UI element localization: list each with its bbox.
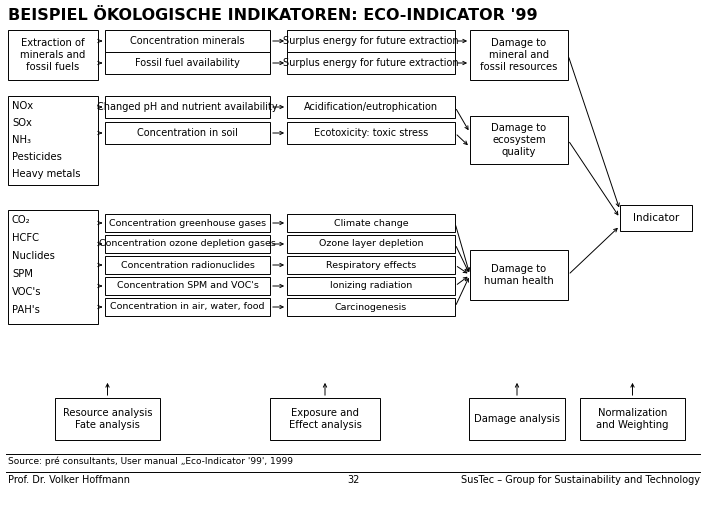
Text: Carcinogenesis: Carcinogenesis (335, 303, 407, 312)
Text: Resource analysis
Fate analysis: Resource analysis Fate analysis (63, 408, 152, 430)
Text: Ionizing radiation: Ionizing radiation (330, 281, 412, 290)
Text: Source: pré consultants, User manual „Eco-Indicator '99', 1999: Source: pré consultants, User manual „Ec… (8, 457, 293, 467)
Text: VOC's: VOC's (12, 287, 42, 297)
Text: SPM: SPM (12, 269, 33, 279)
Text: Concentration SPM and VOC's: Concentration SPM and VOC's (116, 281, 258, 290)
Text: NOx: NOx (12, 101, 33, 111)
Text: Damage to
ecosystem
quality: Damage to ecosystem quality (491, 123, 546, 157)
FancyBboxPatch shape (105, 52, 270, 74)
Text: SOx: SOx (12, 118, 32, 128)
FancyBboxPatch shape (105, 256, 270, 274)
Text: Pesticides: Pesticides (12, 152, 62, 162)
Text: Acidification/eutrophication: Acidification/eutrophication (304, 102, 438, 112)
FancyBboxPatch shape (470, 30, 568, 80)
Text: Ozone layer depletion: Ozone layer depletion (318, 240, 424, 249)
FancyBboxPatch shape (55, 398, 160, 440)
FancyBboxPatch shape (105, 30, 270, 52)
Text: Indicator: Indicator (633, 213, 679, 223)
Text: 32: 32 (347, 475, 359, 485)
FancyBboxPatch shape (105, 214, 270, 232)
Text: PAH's: PAH's (12, 305, 40, 315)
Text: Nuclides: Nuclides (12, 251, 55, 261)
Text: Damage to
human health: Damage to human health (484, 264, 554, 286)
Text: Damage analysis: Damage analysis (474, 414, 560, 424)
Text: Concentration ozone depletion gases: Concentration ozone depletion gases (99, 240, 276, 249)
Text: Concentration in air, water, food: Concentration in air, water, food (110, 303, 265, 312)
FancyBboxPatch shape (287, 214, 455, 232)
Text: HCFC: HCFC (12, 233, 39, 243)
Text: Concentration greenhouse gases: Concentration greenhouse gases (109, 218, 266, 227)
Text: Concentration radionuclides: Concentration radionuclides (121, 260, 254, 269)
Text: Ecotoxicity: toxic stress: Ecotoxicity: toxic stress (314, 128, 428, 138)
Text: Prof. Dr. Volker Hoffmann: Prof. Dr. Volker Hoffmann (8, 475, 130, 485)
Text: BEISPIEL ÖKOLOGISCHE INDIKATOREN: ECO-INDICATOR '99: BEISPIEL ÖKOLOGISCHE INDIKATOREN: ECO-IN… (8, 8, 538, 23)
FancyBboxPatch shape (8, 96, 98, 185)
FancyBboxPatch shape (287, 235, 455, 253)
FancyBboxPatch shape (105, 298, 270, 316)
Text: Changed pH and nutrient availability: Changed pH and nutrient availability (97, 102, 278, 112)
Text: Extraction of
minerals and
fossil fuels: Extraction of minerals and fossil fuels (20, 39, 85, 71)
Text: NH₃: NH₃ (12, 135, 31, 145)
FancyBboxPatch shape (105, 96, 270, 118)
FancyBboxPatch shape (287, 256, 455, 274)
FancyBboxPatch shape (287, 52, 455, 74)
FancyBboxPatch shape (287, 277, 455, 295)
Text: CO₂: CO₂ (12, 215, 30, 225)
Text: Respiratory effects: Respiratory effects (326, 260, 416, 269)
FancyBboxPatch shape (470, 116, 568, 164)
Text: Climate change: Climate change (334, 218, 408, 227)
FancyBboxPatch shape (8, 30, 98, 80)
FancyBboxPatch shape (287, 30, 455, 52)
FancyBboxPatch shape (287, 122, 455, 144)
Text: Concentration minerals: Concentration minerals (130, 36, 245, 46)
Text: Normalization
and Weighting: Normalization and Weighting (597, 408, 669, 430)
FancyBboxPatch shape (470, 250, 568, 300)
Text: Damage to
mineral and
fossil resources: Damage to mineral and fossil resources (480, 39, 558, 71)
FancyBboxPatch shape (8, 210, 98, 324)
FancyBboxPatch shape (105, 277, 270, 295)
Text: Surplus energy for future extraction: Surplus energy for future extraction (283, 36, 459, 46)
Text: Exposure and
Effect analysis: Exposure and Effect analysis (289, 408, 361, 430)
Text: Concentration in soil: Concentration in soil (137, 128, 238, 138)
Text: Surplus energy for future extraction: Surplus energy for future extraction (283, 58, 459, 68)
FancyBboxPatch shape (469, 398, 565, 440)
Text: Heavy metals: Heavy metals (12, 169, 80, 179)
FancyBboxPatch shape (620, 205, 692, 231)
FancyBboxPatch shape (105, 235, 270, 253)
Text: Fossil fuel availability: Fossil fuel availability (135, 58, 240, 68)
FancyBboxPatch shape (287, 298, 455, 316)
FancyBboxPatch shape (287, 96, 455, 118)
FancyBboxPatch shape (580, 398, 685, 440)
FancyBboxPatch shape (270, 398, 380, 440)
Text: SusTec – Group for Sustainability and Technology: SusTec – Group for Sustainability and Te… (461, 475, 700, 485)
FancyBboxPatch shape (105, 122, 270, 144)
